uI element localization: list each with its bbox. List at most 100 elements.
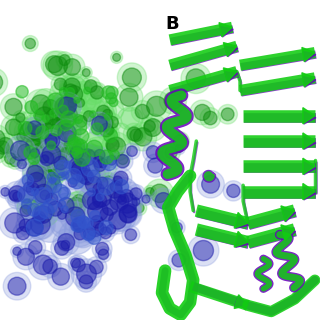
Circle shape xyxy=(25,38,36,49)
Circle shape xyxy=(15,157,29,171)
Circle shape xyxy=(197,171,224,198)
Circle shape xyxy=(91,216,103,228)
Circle shape xyxy=(58,211,67,219)
Circle shape xyxy=(58,172,66,180)
Circle shape xyxy=(75,157,91,173)
Circle shape xyxy=(73,207,97,231)
Polygon shape xyxy=(304,187,316,200)
Circle shape xyxy=(25,89,56,120)
Circle shape xyxy=(40,160,59,179)
Circle shape xyxy=(119,205,137,223)
Circle shape xyxy=(34,213,43,222)
Circle shape xyxy=(102,135,123,155)
Circle shape xyxy=(78,217,90,229)
Circle shape xyxy=(94,192,113,211)
Circle shape xyxy=(193,240,213,260)
Circle shape xyxy=(47,178,61,193)
Circle shape xyxy=(48,263,74,290)
Circle shape xyxy=(40,109,58,127)
Polygon shape xyxy=(282,210,296,222)
Circle shape xyxy=(45,134,60,148)
Circle shape xyxy=(44,164,56,176)
Circle shape xyxy=(83,95,116,129)
Circle shape xyxy=(52,117,66,131)
Circle shape xyxy=(50,81,76,108)
Circle shape xyxy=(55,241,69,255)
Circle shape xyxy=(64,78,80,94)
Circle shape xyxy=(64,215,96,246)
Circle shape xyxy=(13,247,21,255)
Polygon shape xyxy=(281,225,295,240)
Circle shape xyxy=(68,178,77,187)
Circle shape xyxy=(74,150,90,166)
Circle shape xyxy=(69,151,98,180)
Circle shape xyxy=(104,129,117,142)
Circle shape xyxy=(28,204,40,216)
Circle shape xyxy=(29,196,60,227)
Circle shape xyxy=(87,178,120,211)
Circle shape xyxy=(121,107,143,129)
Circle shape xyxy=(13,192,22,201)
Circle shape xyxy=(38,114,69,145)
Circle shape xyxy=(103,113,122,132)
Circle shape xyxy=(5,213,25,233)
Circle shape xyxy=(99,220,113,235)
Circle shape xyxy=(87,170,100,183)
Circle shape xyxy=(51,153,64,166)
Circle shape xyxy=(113,176,122,186)
Circle shape xyxy=(39,255,61,277)
Circle shape xyxy=(5,98,22,116)
Polygon shape xyxy=(303,108,315,124)
Circle shape xyxy=(93,102,114,122)
Polygon shape xyxy=(303,51,316,62)
Circle shape xyxy=(92,205,116,229)
Circle shape xyxy=(53,92,81,120)
Circle shape xyxy=(127,146,137,156)
Circle shape xyxy=(11,245,23,258)
Circle shape xyxy=(99,173,118,192)
Circle shape xyxy=(8,277,26,295)
Circle shape xyxy=(19,219,32,232)
Circle shape xyxy=(72,112,90,131)
Circle shape xyxy=(132,198,140,206)
Circle shape xyxy=(26,136,45,155)
Circle shape xyxy=(77,92,96,111)
Circle shape xyxy=(14,117,44,147)
Circle shape xyxy=(131,100,154,123)
Circle shape xyxy=(114,180,129,194)
Circle shape xyxy=(33,255,53,275)
Circle shape xyxy=(162,144,180,162)
Circle shape xyxy=(36,148,58,169)
Circle shape xyxy=(81,108,97,124)
Circle shape xyxy=(190,100,215,125)
Circle shape xyxy=(89,111,96,117)
Circle shape xyxy=(62,107,77,122)
Circle shape xyxy=(64,84,77,98)
Circle shape xyxy=(40,151,54,165)
Circle shape xyxy=(71,220,82,232)
Circle shape xyxy=(60,81,87,108)
Circle shape xyxy=(72,217,87,232)
Circle shape xyxy=(65,85,83,103)
Circle shape xyxy=(62,131,76,144)
Circle shape xyxy=(19,170,54,205)
Circle shape xyxy=(75,160,106,191)
Circle shape xyxy=(61,192,91,222)
Circle shape xyxy=(130,188,142,200)
Circle shape xyxy=(30,215,50,234)
Polygon shape xyxy=(304,137,316,149)
Circle shape xyxy=(80,132,110,162)
Circle shape xyxy=(3,272,31,300)
Circle shape xyxy=(96,193,104,201)
Polygon shape xyxy=(302,47,315,62)
Circle shape xyxy=(34,188,51,204)
Circle shape xyxy=(141,117,158,135)
Circle shape xyxy=(84,151,101,168)
Circle shape xyxy=(76,271,97,292)
Circle shape xyxy=(28,153,40,164)
Circle shape xyxy=(0,133,18,157)
Circle shape xyxy=(69,214,89,234)
Circle shape xyxy=(108,172,127,190)
Circle shape xyxy=(11,141,30,161)
Circle shape xyxy=(86,97,108,119)
